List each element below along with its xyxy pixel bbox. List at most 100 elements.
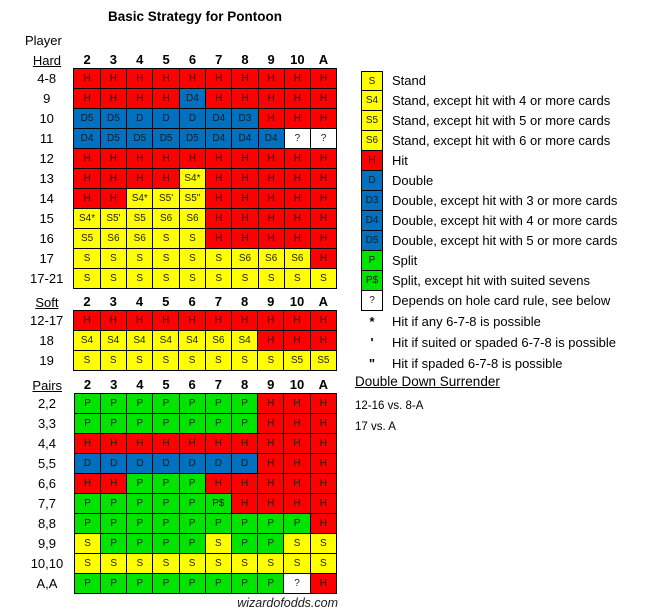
strategy-cell: D — [178, 453, 206, 474]
legend-item: D5 Double, except hit with 5 or more card… — [361, 230, 618, 251]
strategy-cell: P — [126, 573, 154, 594]
strategy-cell: H — [257, 310, 285, 331]
strategy-cell: H — [309, 453, 338, 474]
strategy-cell: P — [152, 513, 180, 534]
strategy-cell: P — [152, 393, 180, 414]
strategy-cell: D — [73, 453, 102, 474]
strategy-cell: S5 — [126, 208, 154, 229]
dealer-upcard-header: 5 — [162, 377, 170, 392]
strategy-cell: H — [310, 108, 337, 129]
legend-label: Hit — [392, 153, 408, 168]
strategy-cell: S5' — [99, 208, 128, 229]
strategy-cell: H — [309, 573, 338, 594]
player-hand-label: 17-21 — [20, 268, 74, 289]
player-axis-label: Player — [25, 33, 62, 48]
strategy-cell: P — [178, 473, 206, 494]
player-hand-label: 2,2 — [20, 393, 75, 414]
strategy-cell: H — [257, 168, 285, 189]
strategy-table-hard: Hard 2 3 4 5 6 7 8 9 10 A 4-8 H H H H H H H H H H 9 H H H H D4 H H H H H… — [20, 52, 337, 289]
strategy-cell: S4* — [126, 188, 154, 209]
strategy-cell: H — [100, 473, 128, 494]
player-hand-label: 9 — [20, 88, 74, 109]
player-hand-label: 4,4 — [20, 433, 75, 454]
legend-item: S4 Stand, except hit with 4 or more cards — [361, 90, 617, 111]
strategy-cell: H — [309, 493, 338, 514]
legend-label: Stand, except hit with 5 or more cards — [392, 113, 611, 128]
dealer-upcard-header: 6 — [188, 377, 196, 392]
strategy-cell: S6 — [99, 228, 128, 249]
strategy-cell: P — [152, 573, 180, 594]
strategy-row: 7,7 P P P P P P$ H H H H — [20, 493, 338, 514]
strategy-cell: H — [73, 188, 101, 209]
section-label: Pairs — [32, 377, 63, 393]
strategy-cell: S — [283, 553, 311, 574]
legend-label: Depends on hole card rule, see below — [392, 293, 611, 308]
footnote-symbol: ' — [370, 335, 374, 350]
dealer-upcard-header: 9 — [267, 294, 275, 309]
strategy-cell: D — [178, 108, 207, 129]
strategy-row: 19 S S S S S S S S S5 S5 — [20, 350, 338, 371]
dealer-upcard-header: 5 — [162, 294, 170, 309]
footnote: * Hit if any 6-7-8 is possible — [361, 313, 616, 334]
strategy-cell: H — [73, 148, 101, 169]
dealer-upcard-header: 6 — [188, 294, 196, 309]
strategy-cell: S5" — [178, 188, 207, 209]
strategy-row: 15 S4* S5' S5 S6 S6 H H H H H — [20, 208, 337, 229]
strategy-cell: S6 — [204, 330, 233, 351]
strategy-cell: H — [310, 88, 337, 109]
legend-label: Double — [392, 173, 434, 188]
player-hand-label: 11 — [20, 128, 74, 149]
strategy-cell: H — [99, 68, 128, 89]
strategy-cell: H — [73, 88, 101, 109]
strategy-cell: H — [257, 473, 285, 494]
legend-item: H Hit — [361, 150, 617, 171]
strategy-cell: S4 — [178, 330, 206, 351]
strategy-cell: S — [73, 533, 102, 554]
strategy-cell: H — [152, 68, 180, 89]
strategy-cell: S — [204, 533, 233, 554]
strategy-cell: P — [126, 473, 154, 494]
strategy-cell: H — [205, 68, 233, 89]
strategy-cell: P — [178, 393, 206, 414]
player-hand-label: 8,8 — [20, 513, 75, 534]
strategy-cell: H — [231, 433, 259, 454]
strategy-cell: S6 — [152, 208, 180, 229]
dealer-upcard-header: A — [318, 294, 329, 309]
strategy-row: 10,10 S S S S S S S S S S — [20, 553, 338, 574]
strategy-cell: H — [126, 148, 154, 169]
strategy-cell: H — [178, 148, 207, 169]
strategy-row: A,A P P P P P P P P? H — [20, 573, 338, 594]
strategy-cell: P — [204, 393, 233, 414]
strategy-cell: S6 — [178, 208, 207, 229]
player-hand-label: 12-17 — [20, 310, 74, 331]
strategy-row: 18 S4 S4 S4 S4 S4 S6 S4 H H H — [20, 330, 338, 351]
strategy-cell: H — [126, 68, 154, 89]
strategy-cell: P — [126, 413, 154, 434]
strategy-cell: S — [73, 268, 101, 289]
player-hand-label: 3,3 — [20, 413, 75, 434]
strategy-cell: H — [310, 228, 337, 249]
section-header-cell: Soft — [20, 294, 74, 311]
strategy-cell: S — [125, 350, 154, 371]
strategy-cell: P — [126, 493, 154, 514]
strategy-cell: S — [178, 228, 207, 249]
strategy-cell: P — [178, 533, 206, 554]
strategy-cell: H — [205, 188, 233, 209]
strategy-row: 9 H H H H D4 H H H H H — [20, 88, 337, 109]
strategy-cell: H — [205, 88, 233, 109]
strategy-cell: S — [126, 268, 154, 289]
legend-label: Double, except hit with 5 or more cards — [392, 233, 618, 248]
strategy-cell: P — [100, 393, 128, 414]
strategy-cell: H — [178, 310, 206, 331]
legend-label: Double, except hit with 3 or more cards — [392, 193, 618, 208]
dealer-upcard-header: 8 — [240, 377, 249, 392]
dealer-upcard-header: 7 — [214, 377, 222, 392]
strategy-cell: P — [100, 533, 128, 554]
strategy-cell: H — [126, 88, 154, 109]
strategy-row: 16 S5 S6 S6 S S H H H H H — [20, 228, 337, 249]
strategy-cell: H — [126, 433, 154, 454]
strategy-cell: S — [152, 248, 180, 269]
strategy-cell: D5 — [178, 128, 207, 149]
strategy-cell: H — [99, 148, 128, 169]
strategy-cell: D — [204, 453, 233, 474]
